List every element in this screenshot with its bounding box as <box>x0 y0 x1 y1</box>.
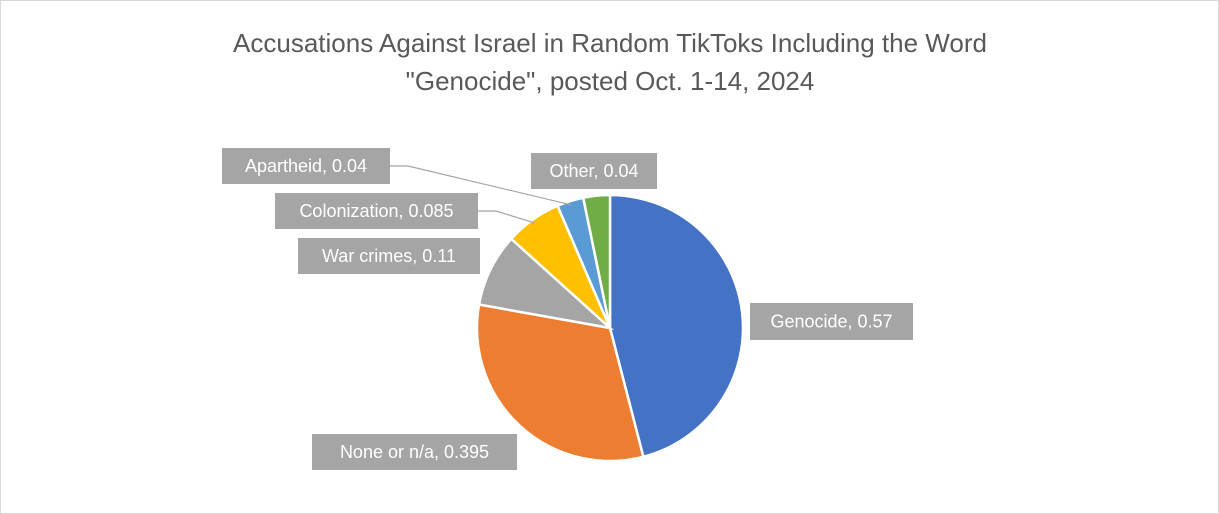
pie-slice <box>608 193 745 459</box>
data-label: None or n/a, 0.395 <box>340 442 489 462</box>
data-label-box <box>298 238 480 274</box>
data-label-box <box>531 153 657 189</box>
pie-slice <box>475 303 645 463</box>
data-label-box <box>312 434 517 470</box>
data-label-box <box>275 193 478 229</box>
data-label: Other, 0.04 <box>549 161 638 181</box>
data-label: Colonization, 0.085 <box>299 201 453 221</box>
leader-line <box>478 210 536 224</box>
data-label: War crimes, 0.11 <box>322 246 456 266</box>
data-label: Apartheid, 0.04 <box>245 156 367 176</box>
leader-line <box>390 165 572 206</box>
pie-slice <box>581 193 612 329</box>
data-label-box <box>222 148 390 184</box>
data-label-box <box>750 303 913 340</box>
data-label: Genocide, 0.57 <box>770 311 892 331</box>
chart-title: Accusations Against Israel in Random Tik… <box>233 28 987 96</box>
